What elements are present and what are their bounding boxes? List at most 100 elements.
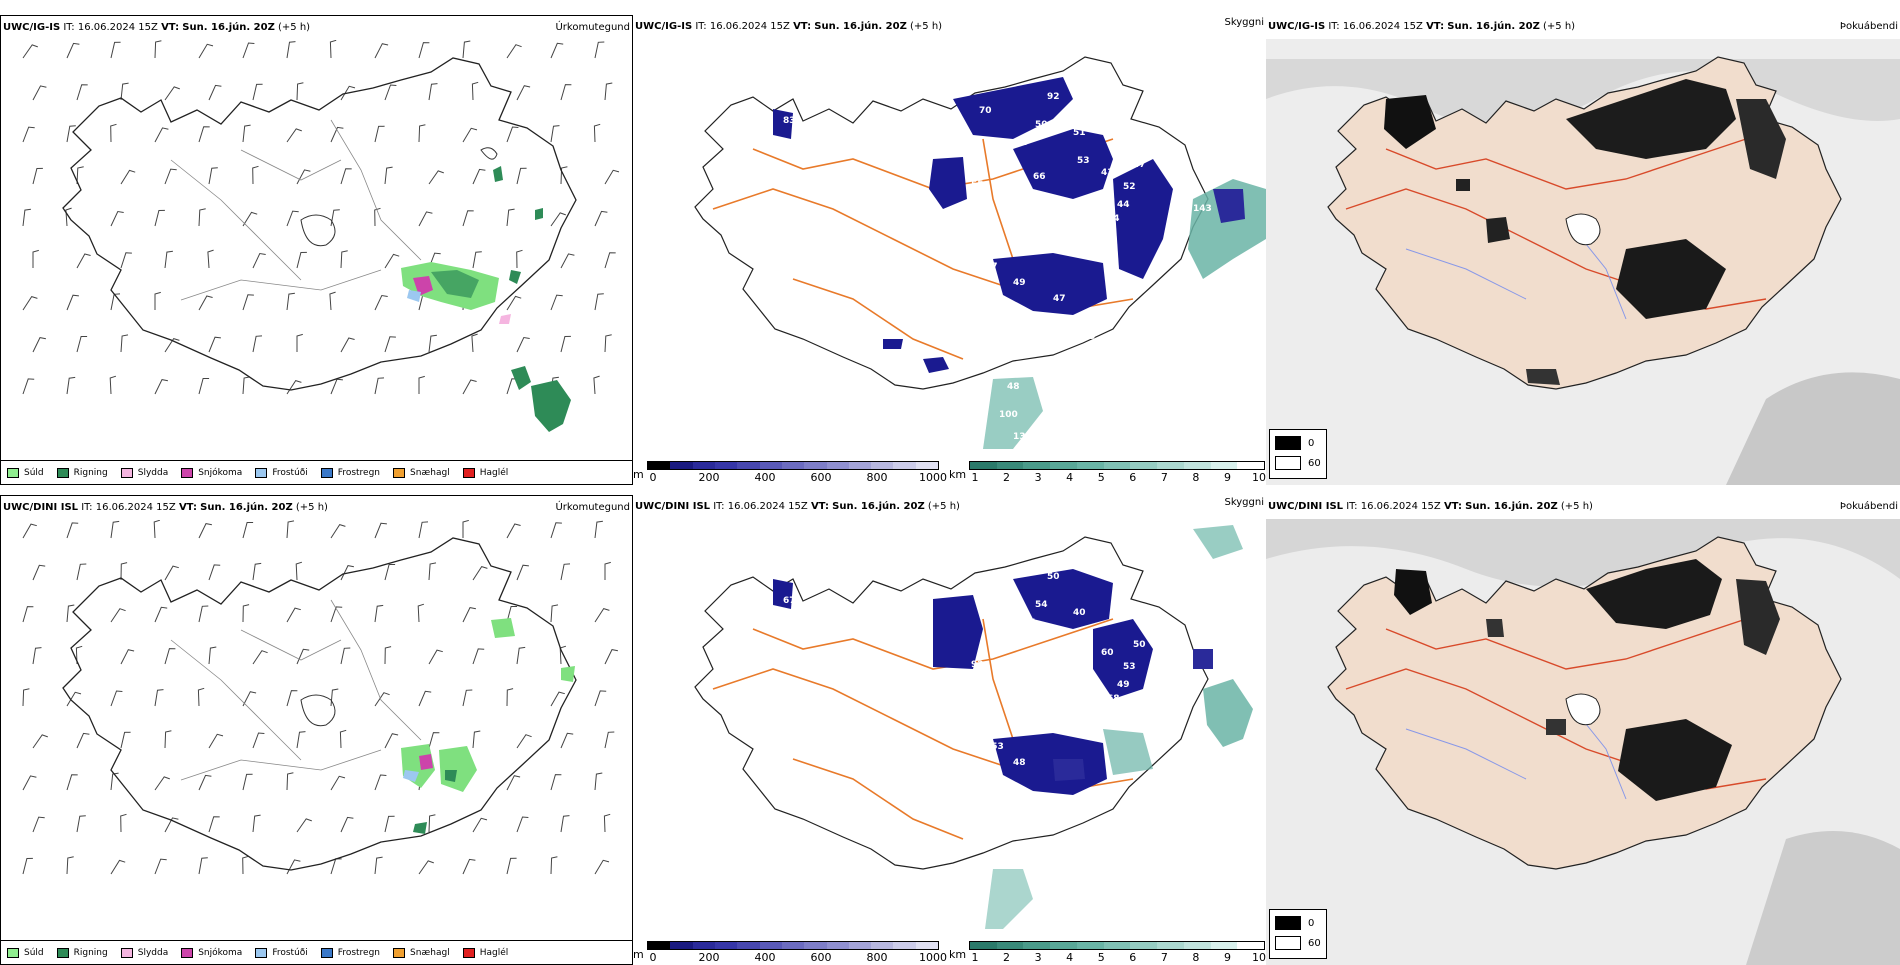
legend-swatch — [462, 467, 475, 478]
wind-barb — [384, 815, 395, 833]
legend-item: Haglél — [462, 467, 508, 478]
panel-title: Skyggni — [1224, 497, 1264, 508]
legend-swatch — [462, 947, 475, 958]
wind-barb — [550, 522, 562, 539]
wind-barb — [603, 813, 611, 833]
wind-barb — [462, 210, 474, 227]
colorbar-bin — [1210, 942, 1238, 949]
cloud-base-label: 137 — [1013, 432, 1032, 442]
wind-barb — [66, 42, 80, 59]
legend-item: Snjókoma — [181, 947, 242, 958]
colorbar-tick-label: 600 — [810, 951, 832, 964]
wind-barb — [506, 295, 522, 311]
colorbar-tick-label: 800 — [866, 471, 888, 484]
panel-title: Úrkomutegund — [555, 22, 630, 33]
ceiling-colorbar: m 0 200 400 600 800 1000 — [633, 461, 947, 484]
cloud-base-label: 50 — [1025, 348, 1038, 358]
wind-barb — [330, 858, 342, 875]
colorbar-bin — [1023, 942, 1051, 949]
cloud-panel-bottom: UWC/DINI ISL IT: 16.06.2024 15Z VT: Sun.… — [633, 495, 1266, 965]
wind-barb — [374, 43, 389, 59]
wind-barb — [66, 604, 75, 623]
precip-type-map — [22, 520, 618, 875]
precip-type-panel-bottom: UWC/DINI ISL IT: 16.06.2024 15Z VT: Sun.… — [0, 495, 633, 965]
wind-barb — [120, 813, 127, 833]
cloud-map: 83 70 92 50 67 51 53 66 43 47 52 44 54 55 57 59 61 67 49 47… — [694, 56, 1266, 449]
wind-barb — [560, 732, 574, 749]
wind-barb — [32, 647, 42, 665]
cloud-base-label: 58 — [979, 586, 992, 596]
legend-item: Rigning — [56, 467, 108, 478]
wind-barb — [208, 816, 220, 833]
wind-barb — [428, 732, 440, 749]
cloud-base-label: 92 — [1047, 92, 1060, 102]
wind-barb — [330, 126, 344, 143]
colorbar-bin — [1157, 462, 1184, 469]
fog-legend-row: 0 — [1275, 916, 1326, 930]
legend-label: Frostúði — [272, 947, 308, 958]
cloud-base-label: 57 — [1033, 652, 1046, 662]
colorbar-bin — [893, 462, 916, 469]
wind-barb — [109, 375, 117, 395]
colorbar-tick-label: 2 — [1003, 471, 1011, 484]
fog-legend-swatch — [1275, 456, 1301, 470]
wind-barb — [374, 856, 383, 875]
wind-barb — [154, 858, 167, 875]
colorbar-bin — [848, 462, 872, 469]
wind-barb — [164, 648, 176, 665]
colorbar-tick-label: 200 — [698, 471, 720, 484]
wind-barb — [296, 818, 312, 833]
wind-barb — [594, 608, 610, 623]
wind-barb — [340, 337, 355, 353]
wind-barb — [418, 211, 433, 227]
wind-barb — [472, 168, 486, 185]
wind-barb — [506, 523, 521, 539]
colorbar-bin — [714, 462, 738, 469]
wind-barb — [198, 605, 209, 623]
wind-barb — [66, 522, 79, 539]
legend-item: Frostúði — [255, 947, 308, 958]
wind-barb — [417, 603, 425, 623]
cloud-base-label: 54 — [1107, 214, 1120, 224]
wind-barb — [604, 649, 618, 665]
wind-barb — [164, 565, 179, 581]
wind-barb — [110, 123, 117, 143]
cloud-base-labels: 67 58 50 54 104 40 51 57 60 50 53 49 68 92 70 57 85 153 48 — [783, 572, 1146, 768]
colorbar-bin — [648, 462, 671, 469]
precip-areas — [401, 166, 571, 432]
legend-swatch — [181, 947, 194, 958]
fog-legend-label: 0 — [1308, 437, 1315, 449]
wind-barb — [22, 523, 37, 539]
legend-item: Snjókoma — [181, 467, 242, 478]
wind-barb — [22, 606, 34, 623]
legend-label: Frostregn — [337, 947, 381, 958]
wind-barb — [120, 562, 128, 581]
wind-barb — [340, 250, 348, 269]
visibility-strip — [969, 461, 1265, 470]
wind-barb — [593, 375, 600, 395]
wind-barb — [242, 42, 255, 59]
wind-barb — [428, 170, 444, 185]
wind-barb — [242, 855, 249, 875]
colorbar-bin — [826, 462, 849, 469]
wind-barb — [110, 859, 126, 875]
wind-barb — [550, 856, 558, 875]
colorbar-bin — [670, 462, 693, 469]
colorbar-tick-label: 0 — [649, 471, 657, 484]
legend-item: Haglél — [462, 947, 508, 958]
wind-barb — [506, 208, 515, 227]
cloud-base-label: 43 — [1119, 276, 1132, 286]
wind-barb — [198, 43, 214, 59]
wind-barb — [22, 688, 30, 707]
wind-barb — [208, 733, 224, 749]
legend-label: Súld — [24, 947, 44, 958]
legend-swatch — [320, 467, 333, 478]
wind-barb — [286, 380, 302, 395]
wind-barb — [384, 733, 399, 749]
panel-header: UWC/DINI ISL IT: 16.06.2024 15Z VT: Sun.… — [3, 502, 328, 513]
wind-barb — [374, 125, 385, 143]
wind-barb — [384, 253, 400, 269]
wind-barb — [66, 294, 79, 311]
colorbar-tick-label: 6 — [1129, 471, 1137, 484]
cloud-areas — [773, 525, 1253, 929]
